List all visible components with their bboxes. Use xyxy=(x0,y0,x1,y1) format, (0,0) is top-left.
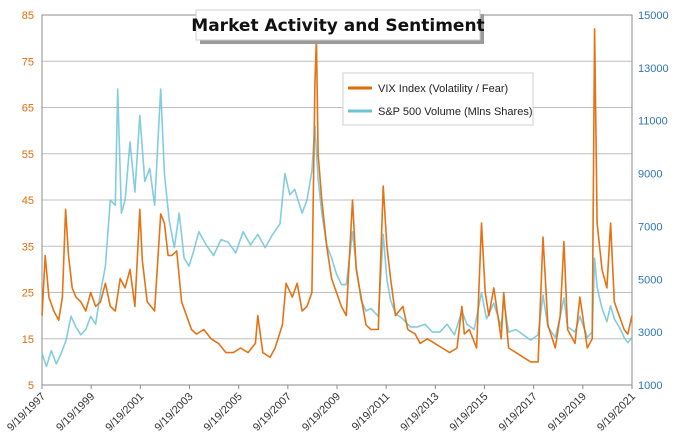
right-tick-label: 5000 xyxy=(638,274,662,286)
legend-label-volume: S&P 500 Volume (Mlns Shares) xyxy=(378,106,532,118)
left-tick-label: 85 xyxy=(22,10,34,22)
right-tick-label: 3000 xyxy=(638,327,662,339)
series-line-volume xyxy=(41,88,633,368)
left-tick-label: 45 xyxy=(22,195,34,207)
x-tick-label: 9/19/2019 xyxy=(546,391,589,434)
left-tick-label: 75 xyxy=(22,56,34,68)
legend: VIX Index (Volatility / Fear) S&P 500 Vo… xyxy=(342,72,534,126)
x-axis: 9/19/1997 9/19/1999 9/19/2001 9/19/2003 9/19… xyxy=(5,385,638,434)
left-tick-label: 25 xyxy=(22,288,34,300)
left-axis: 5 15 25 35 45 55 65 75 85 xyxy=(22,10,34,392)
title-box xyxy=(195,9,481,41)
x-tick-label: 9/19/2017 xyxy=(497,391,540,434)
left-tick-label: 5 xyxy=(28,380,34,392)
right-tick-label: 13000 xyxy=(638,63,669,75)
right-tick-label: 9000 xyxy=(638,169,662,181)
x-tick-label: 9/19/2003 xyxy=(153,391,196,434)
series-layer xyxy=(41,28,633,368)
x-tick-label: 9/19/2007 xyxy=(251,391,294,434)
x-tick-label: 9/19/2005 xyxy=(202,391,245,434)
x-tick-label: 9/19/1999 xyxy=(54,391,97,434)
x-tick-label: 9/19/2001 xyxy=(103,391,146,434)
x-tick-label: 9/19/1997 xyxy=(5,391,48,434)
x-tick-label: 9/19/2013 xyxy=(398,391,441,434)
x-tick-label: 9/19/2015 xyxy=(448,391,491,434)
x-tick-label: 9/19/2011 xyxy=(350,391,393,434)
right-tick-label: 1000 xyxy=(638,380,662,392)
x-tick-label: 9/19/2009 xyxy=(300,391,343,434)
legend-box xyxy=(342,72,534,126)
left-tick-label: 15 xyxy=(22,334,34,346)
right-axis: 1000 3000 5000 7000 9000 11000 13000 15000 xyxy=(638,10,669,392)
right-tick-label: 15000 xyxy=(638,10,669,22)
legend-label-vix: VIX Index (Volatility / Fear) xyxy=(378,83,508,95)
chart-title: Market Activity and Sentiment xyxy=(191,16,484,36)
right-tick-label: 11000 xyxy=(638,116,668,128)
x-tick-label: 9/19/2021 xyxy=(595,391,638,434)
left-tick-label: 35 xyxy=(22,241,34,253)
left-tick-label: 55 xyxy=(22,149,34,161)
gridlines xyxy=(42,14,632,386)
series-line-vix xyxy=(41,28,633,363)
chart-title-box: Market Activity and Sentiment xyxy=(191,9,485,44)
left-tick-label: 65 xyxy=(22,103,34,115)
right-tick-label: 7000 xyxy=(638,221,662,233)
